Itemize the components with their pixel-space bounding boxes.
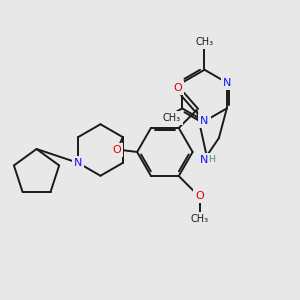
- Text: CH₃: CH₃: [190, 214, 208, 224]
- Text: CH₃: CH₃: [163, 113, 181, 123]
- Text: H: H: [208, 155, 215, 164]
- Text: N: N: [74, 158, 82, 168]
- Text: O: O: [173, 83, 182, 93]
- Text: CH₃: CH₃: [195, 37, 214, 47]
- Text: N: N: [200, 155, 208, 165]
- Text: O: O: [195, 191, 204, 201]
- Text: N: N: [200, 116, 209, 126]
- Text: O: O: [112, 145, 121, 155]
- Text: N: N: [223, 78, 231, 88]
